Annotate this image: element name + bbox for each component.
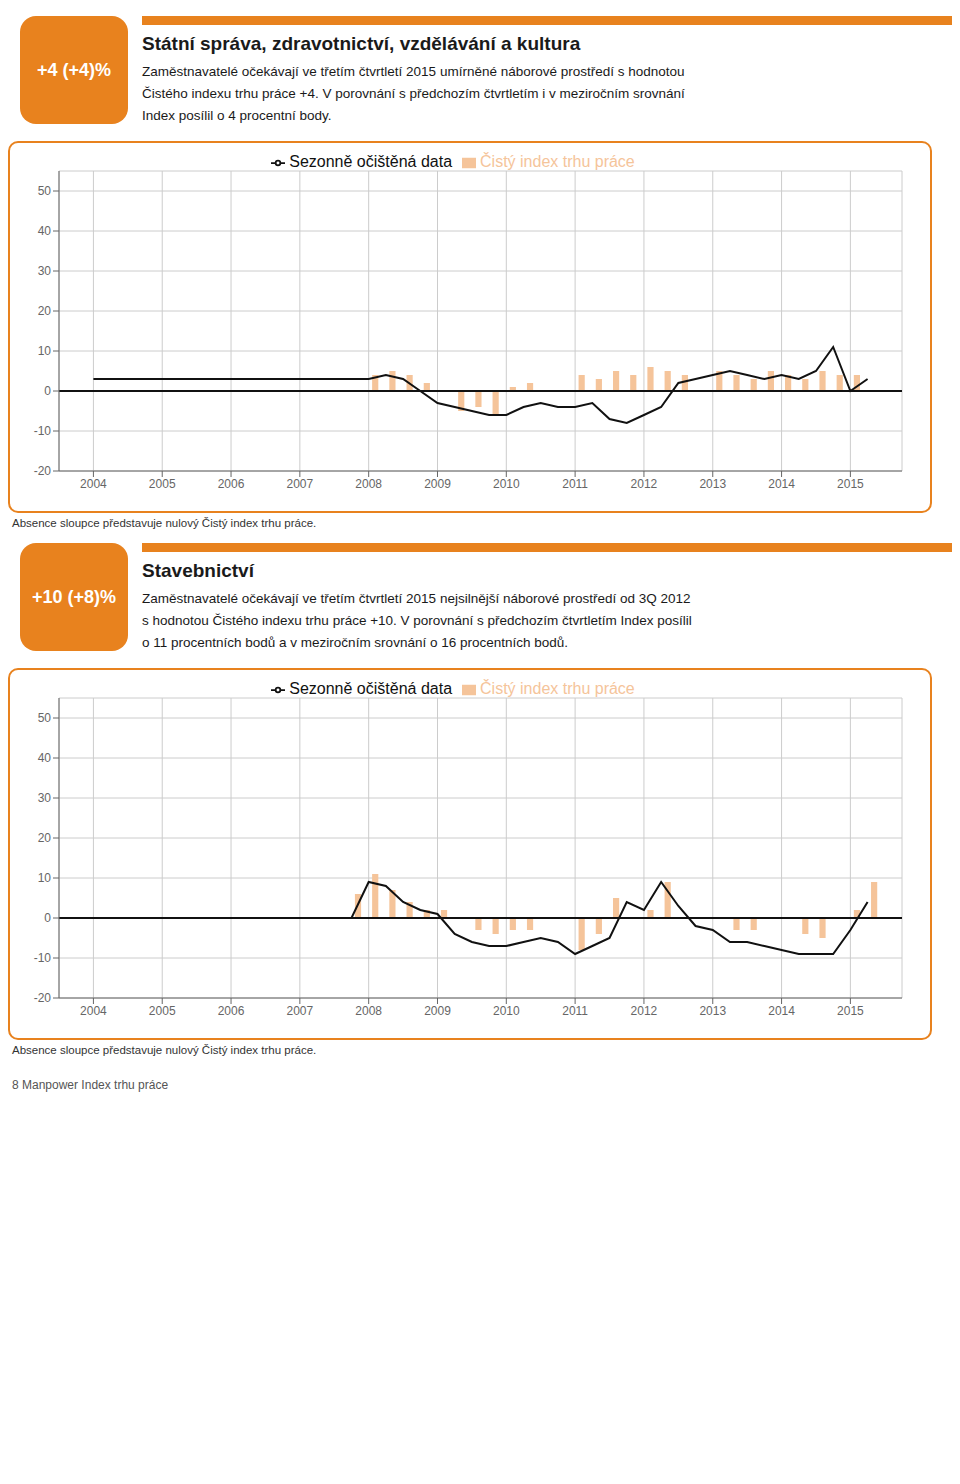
svg-text:2011: 2011 — [562, 1004, 588, 1018]
html-text:Státní správa, zdravotnictví,: Státní správa, zdravotnictví, vzdělávání… — [142, 33, 581, 54]
svg-text:20: 20 — [38, 831, 52, 845]
svg-text:2010: 2010 — [493, 477, 520, 491]
svg-text:2012: 2012 — [631, 1004, 658, 1018]
svg-text:2015: 2015 — [837, 477, 864, 491]
html-text:s hodnotou Čistého indexu trhu: s hodnotou Čistého indexu trhu práce +10… — [142, 613, 692, 628]
html-text:Stavebnictví: Stavebnictví — [142, 560, 254, 581]
svg-text:-20: -20 — [34, 991, 52, 1005]
html-text:Zaměstnavatelé očekávají ve tř: Zaměstnavatelé očekávají ve třetím čtvrt… — [142, 64, 685, 79]
html-text:+10 (+8)%: +10 (+8)% — [32, 586, 116, 607]
svg-text:2013: 2013 — [699, 477, 726, 491]
svg-text:10: 10 — [38, 871, 52, 885]
svg-text:2006: 2006 — [218, 477, 245, 491]
html-text:Sezonně očištěná data: Sezonně očištěná data — [289, 680, 452, 697]
html-text:Absence sloupce představuje nu: Absence sloupce představuje nulový Čistý… — [12, 1044, 317, 1056]
html-text:Čistý index trhu práce: Čistý index trhu práce — [480, 680, 635, 697]
svg-text:2015: 2015 — [837, 1004, 864, 1018]
svg-text:2014: 2014 — [768, 477, 795, 491]
svg-text:2005: 2005 — [149, 1004, 176, 1018]
html-text:Index posílil o 4 procentní bo: Index posílil o 4 procentní body. — [142, 108, 332, 123]
svg-text:2008: 2008 — [355, 477, 382, 491]
svg-text:2014: 2014 — [768, 1004, 795, 1018]
svg-text:0: 0 — [44, 911, 51, 925]
svg-text:2006: 2006 — [218, 1004, 245, 1018]
svg-text:10: 10 — [38, 344, 52, 358]
svg-text:50: 50 — [38, 184, 52, 198]
svg-text:2013: 2013 — [699, 1004, 726, 1018]
svg-text:2010: 2010 — [493, 1004, 520, 1018]
svg-text:50: 50 — [38, 711, 52, 725]
svg-text:30: 30 — [38, 264, 52, 278]
svg-text:30: 30 — [38, 791, 52, 805]
html-text:Čistý index trhu práce: Čistý index trhu práce — [480, 153, 635, 170]
svg-text:2007: 2007 — [287, 1004, 314, 1018]
html-text:8 Manpower Index trhu práce: 8 Manpower Index trhu práce — [12, 1078, 169, 1092]
html-text:Zaměstnavatelé očekávají ve tř: Zaměstnavatelé očekávají ve třetím čtvrt… — [142, 591, 691, 606]
svg-text:-10: -10 — [34, 951, 52, 965]
svg-text:20: 20 — [38, 304, 52, 318]
svg-text:2009: 2009 — [424, 477, 451, 491]
svg-text:-10: -10 — [34, 424, 52, 438]
svg-text:2007: 2007 — [287, 477, 314, 491]
html-text:Absence sloupce představuje nu: Absence sloupce představuje nulový Čistý… — [12, 517, 317, 529]
svg-text:2008: 2008 — [355, 1004, 382, 1018]
html-text:Sezonně očištěná data: Sezonně očištěná data — [289, 153, 452, 170]
svg-text:-20: -20 — [34, 464, 52, 478]
svg-text:2012: 2012 — [631, 477, 658, 491]
svg-text:2004: 2004 — [80, 477, 107, 491]
svg-text:40: 40 — [38, 751, 52, 765]
svg-text:2011: 2011 — [562, 477, 588, 491]
html-text:o 11 procentních bodů a v mezi: o 11 procentních bodů a v meziročním sro… — [142, 635, 568, 650]
html-text:+4 (+4)%: +4 (+4)% — [37, 59, 111, 80]
svg-text:2005: 2005 — [149, 477, 176, 491]
svg-text:0: 0 — [44, 384, 51, 398]
svg-text:40: 40 — [38, 224, 52, 238]
svg-text:2009: 2009 — [424, 1004, 451, 1018]
svg-text:2004: 2004 — [80, 1004, 107, 1018]
html-text:Čistého indexu trhu práce +4.: Čistého indexu trhu práce +4. V porovnán… — [142, 86, 685, 101]
